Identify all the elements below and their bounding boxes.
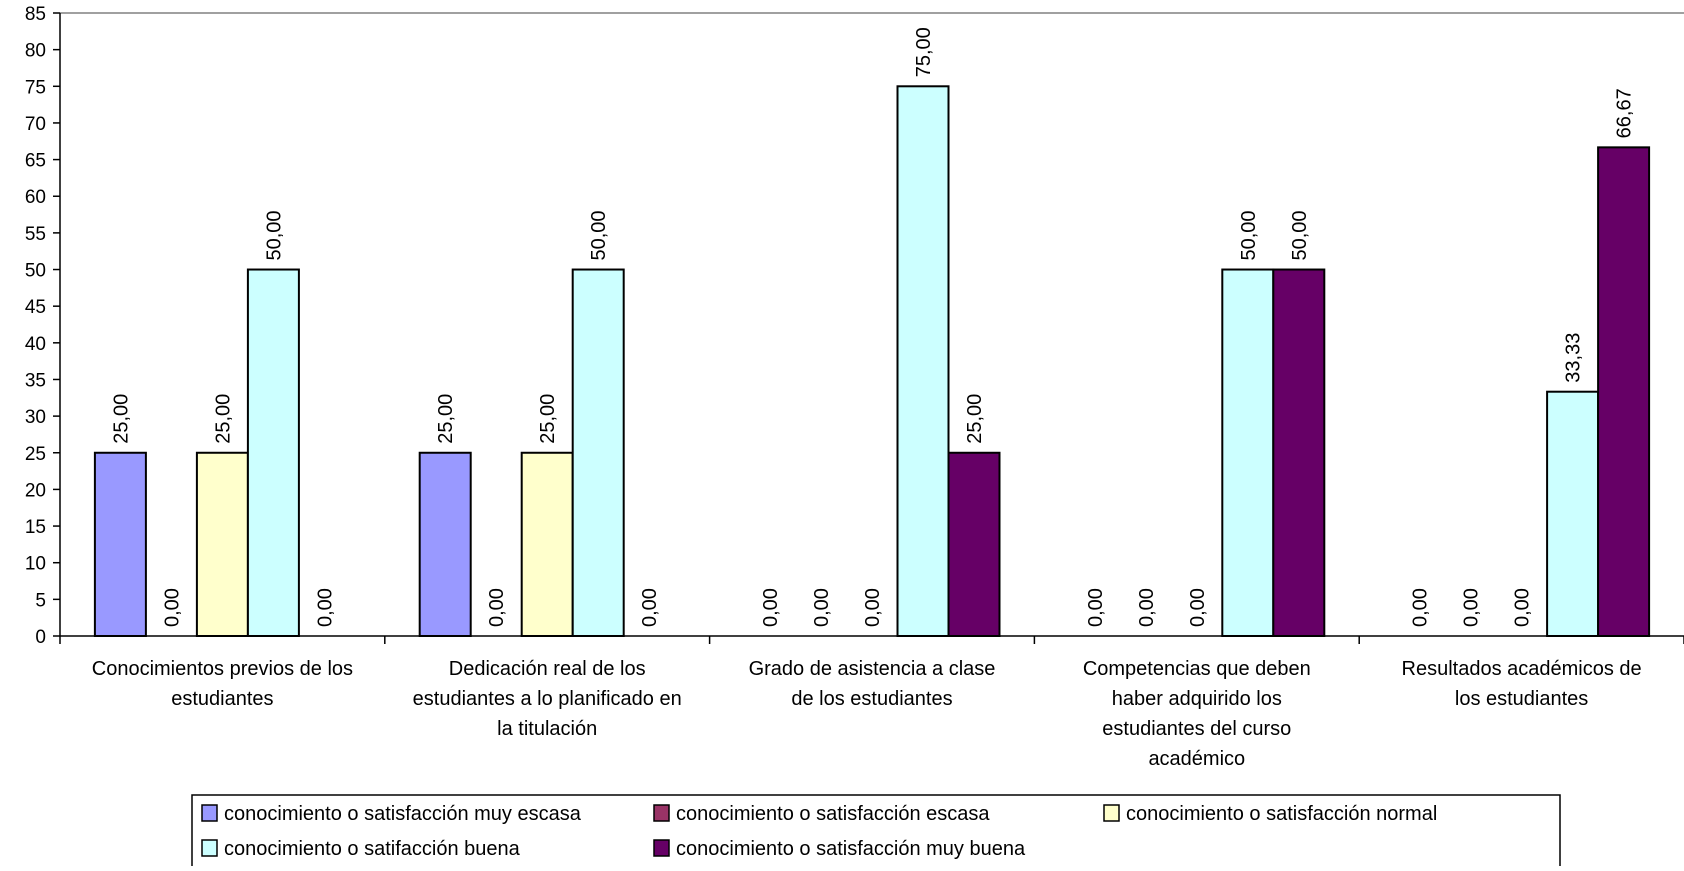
data-label: 75,00 xyxy=(913,27,935,77)
data-label: 50,00 xyxy=(588,210,610,260)
y-tick-label: 70 xyxy=(25,114,46,135)
data-label: 0,00 xyxy=(639,588,661,627)
bar xyxy=(1272,268,1326,637)
bar xyxy=(195,451,249,637)
bar xyxy=(1546,390,1600,637)
x-tick-label: estudiantes del curso xyxy=(1102,718,1291,740)
data-label: 0,00 xyxy=(486,588,508,627)
bar xyxy=(1597,146,1651,637)
x-tick-label: de los estudiantes xyxy=(791,688,952,710)
y-tick-label: 30 xyxy=(25,407,46,428)
data-label: 50,00 xyxy=(263,210,285,260)
x-tick-label: la titulación xyxy=(497,718,597,740)
data-label: 0,00 xyxy=(1410,588,1432,627)
data-label: 0,00 xyxy=(1461,588,1483,627)
y-tick-label: 40 xyxy=(25,334,46,355)
legend-label: conocimiento o satifacción buena xyxy=(224,838,521,860)
axes: 0 5 10 15 20 25 30 35 40 45 50 55 60 65 70 75 80 85 Conoci… xyxy=(25,4,1684,770)
legend-label: conocimiento o satisfacción muy buena xyxy=(676,838,1026,860)
y-tick-label: 60 xyxy=(25,187,46,208)
legend-swatch xyxy=(201,804,218,822)
y-tick-label: 20 xyxy=(25,480,46,501)
data-label: 25,00 xyxy=(110,394,132,444)
legend-swatch xyxy=(653,839,670,857)
y-tick-label: 35 xyxy=(25,370,46,391)
y-tick-label: 55 xyxy=(25,224,46,245)
bar xyxy=(947,451,1001,637)
x-tick-label: Resultados académicos de xyxy=(1402,658,1642,680)
data-label: 0,00 xyxy=(161,588,183,627)
legend-label: conocimiento o satisfacción escasa xyxy=(676,803,990,825)
x-tick-label: estudiantes xyxy=(171,688,273,710)
bar xyxy=(418,451,472,637)
x-tick-label: Conocimientos previos de los xyxy=(92,658,353,680)
legend-swatch xyxy=(653,804,670,822)
data-label: 25,00 xyxy=(435,394,457,444)
data-label: 66,67 xyxy=(1614,88,1636,138)
y-tick-label: 45 xyxy=(25,297,46,318)
y-tick-label: 25 xyxy=(25,444,46,465)
x-tick-label: estudiantes a lo planificado en xyxy=(413,688,682,710)
data-label: 25,00 xyxy=(212,394,234,444)
data-label: 0,00 xyxy=(1187,588,1209,627)
x-tick-label: Dedicación real de los xyxy=(449,658,646,680)
bar xyxy=(520,451,574,637)
y-tick-label: 65 xyxy=(25,151,46,172)
y-tick-label: 85 xyxy=(25,4,46,25)
legend-swatch xyxy=(1103,804,1120,822)
bar xyxy=(896,85,950,637)
x-tick-label: académico xyxy=(1148,748,1245,770)
legend: conocimiento o satisfacción muy escasa co… xyxy=(191,794,1561,871)
data-label: 0,00 xyxy=(760,588,782,627)
legend-label: conocimiento o satisfacción normal xyxy=(1126,803,1437,825)
data-label: 25,00 xyxy=(537,394,559,444)
y-tick-label: 15 xyxy=(25,517,46,538)
y-tick-label: 75 xyxy=(25,77,46,98)
data-labels: 25,00 25,00 0,00 0,00 0,00 0,00 0,00 0,00 0,00 0,… xyxy=(110,27,1635,627)
x-tick-label: Competencias que deben xyxy=(1083,658,1311,680)
data-label: 0,00 xyxy=(862,588,884,627)
y-tick-label: 10 xyxy=(25,554,46,575)
x-tick-label: haber adquirido los xyxy=(1112,688,1282,710)
y-tick-label: 5 xyxy=(35,590,46,611)
x-tick-label: los estudiantes xyxy=(1455,688,1588,710)
y-tick-label: 0 xyxy=(35,627,46,648)
data-label: 0,00 xyxy=(1136,588,1158,627)
data-label: 50,00 xyxy=(1289,210,1311,260)
data-label: 0,00 xyxy=(1085,588,1107,627)
y-tick-label: 50 xyxy=(25,261,46,282)
bars xyxy=(93,85,1651,637)
data-label: 0,00 xyxy=(314,588,336,627)
bar xyxy=(1221,268,1275,637)
bar xyxy=(571,268,625,637)
x-tick-label: Grado de asistencia a clase xyxy=(749,658,996,680)
data-label: 0,00 xyxy=(1512,588,1534,627)
data-label: 33,33 xyxy=(1563,333,1585,383)
legend-label: conocimiento o satisfacción muy escasa xyxy=(224,803,582,825)
legend-swatch xyxy=(201,839,218,857)
bar xyxy=(93,451,147,637)
data-label: 0,00 xyxy=(811,588,833,627)
legend-box xyxy=(191,794,1561,871)
data-label: 25,00 xyxy=(964,394,986,444)
bar xyxy=(246,268,300,637)
y-tick-label: 80 xyxy=(25,41,46,62)
data-label: 50,00 xyxy=(1238,210,1260,260)
